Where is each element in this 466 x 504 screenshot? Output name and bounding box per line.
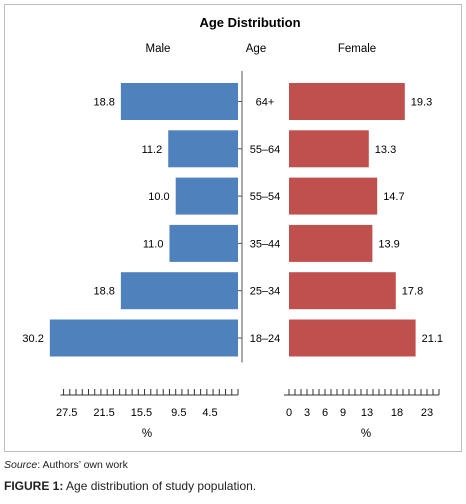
- female-value-label-64: 19.3: [411, 97, 432, 109]
- female-bar-55-54: [289, 177, 378, 215]
- chart-marks: 18.8 19.3 64+ 11.2 13.3 55–64 10.0 14.7 55–54 11.…: [22, 71, 443, 419]
- female-value-label-55-54: 14.7: [383, 191, 404, 203]
- age-label-55-54: 55–54: [250, 191, 281, 203]
- chart-title: Age Distribution: [199, 15, 300, 30]
- male-axis-tick-label: 4.5: [202, 407, 217, 419]
- female-value-label-18-24: 21.1: [422, 333, 443, 345]
- male-value-label-55-54: 10.0: [148, 191, 169, 203]
- age-label-25-34: 25–34: [250, 286, 281, 298]
- female-axis-tick-label: 9: [340, 407, 346, 419]
- caption-label: FIGURE 1:: [4, 479, 64, 493]
- figure-caption: FIGURE 1: Age distribution of study popu…: [4, 479, 256, 493]
- male-bar-64: [120, 83, 238, 120]
- male-bar-55-64: [168, 130, 238, 168]
- male-value-label-35-44: 11.0: [143, 238, 164, 250]
- female-value-label-35-44: 13.9: [378, 238, 399, 250]
- caption-text: Age distribution of study population.: [63, 479, 257, 493]
- age-label-18-24: 18–24: [250, 333, 281, 345]
- female-axis-tick-label: 0: [286, 407, 292, 419]
- female-axis-title: %: [361, 428, 371, 440]
- male-value-label-25-34: 18.8: [93, 286, 114, 298]
- chart-frame: Age Distribution Male Age Female % % 18.…: [4, 4, 462, 452]
- female-header: Female: [338, 43, 376, 55]
- female-bar-55-64: [289, 130, 369, 168]
- male-axis-tick-label: 21.5: [93, 407, 114, 419]
- source-note: Source: Authors’ own work: [4, 459, 128, 471]
- female-axis-tick-label: 3: [304, 407, 310, 419]
- age-distribution-chart: Age Distribution Male Age Female % % 18.…: [22, 15, 443, 440]
- male-bar-55-54: [175, 177, 238, 215]
- male-bar-35-44: [169, 224, 238, 262]
- age-label-55-64: 55–64: [250, 144, 281, 156]
- male-header: Male: [146, 43, 171, 55]
- source-label: Source: [4, 459, 38, 471]
- male-axis-tick-label: 15.5: [131, 407, 152, 419]
- female-axis-tick-label: 18: [391, 407, 403, 419]
- female-axis-tick-label: 6: [322, 407, 328, 419]
- male-value-label-18-24: 30.2: [22, 333, 43, 345]
- male-value-label-55-64: 11.2: [142, 144, 163, 156]
- female-bar-35-44: [289, 224, 373, 262]
- female-value-label-25-34: 17.8: [402, 286, 423, 298]
- female-value-label-55-64: 13.3: [375, 144, 396, 156]
- male-axis-tick-label: 9.5: [171, 407, 186, 419]
- age-label-64: 64+: [256, 97, 275, 109]
- male-axis-tick-label: 27.5: [56, 407, 77, 419]
- age-label-35-44: 35–44: [250, 238, 281, 250]
- source-text: : Authors’ own work: [37, 459, 128, 471]
- female-bar-64: [289, 83, 405, 120]
- female-bar-18-24: [289, 319, 416, 357]
- male-bar-18-24: [49, 319, 238, 357]
- female-axis-tick-label: 13: [361, 407, 373, 419]
- female-bar-25-34: [289, 272, 396, 310]
- male-bar-25-34: [120, 272, 238, 310]
- male-axis-title: %: [142, 428, 152, 440]
- female-axis-tick-label: 23: [421, 407, 433, 419]
- age-header: Age: [246, 43, 266, 55]
- male-value-label-64: 18.8: [93, 97, 114, 109]
